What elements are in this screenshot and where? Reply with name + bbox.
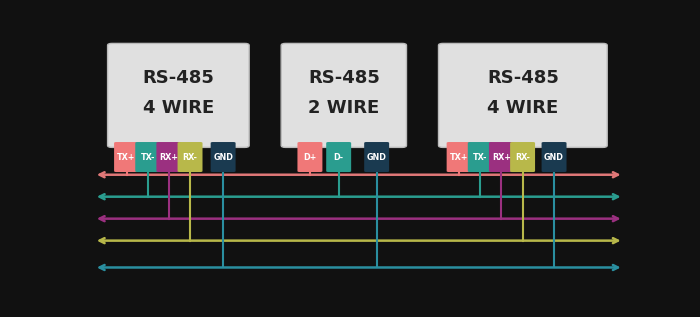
Text: D+: D+ [303,152,316,162]
FancyBboxPatch shape [298,142,323,172]
Text: RX-: RX- [183,152,197,162]
FancyBboxPatch shape [326,142,351,172]
Text: RX+: RX+ [492,152,511,162]
Text: RX+: RX+ [160,152,178,162]
Text: RX-: RX- [515,152,530,162]
FancyBboxPatch shape [364,142,389,172]
Text: 4 WIRE: 4 WIRE [143,99,214,117]
Text: RS-485: RS-485 [308,69,380,87]
Text: GND: GND [367,152,386,162]
Text: D-: D- [334,152,344,162]
FancyBboxPatch shape [438,43,607,147]
Text: 4 WIRE: 4 WIRE [487,99,559,117]
FancyBboxPatch shape [510,142,535,172]
Text: GND: GND [544,152,564,162]
FancyBboxPatch shape [211,142,236,172]
Text: TX+: TX+ [118,152,136,162]
Text: RS-485: RS-485 [142,69,214,87]
FancyBboxPatch shape [135,142,160,172]
FancyBboxPatch shape [178,142,202,172]
Text: TX-: TX- [473,152,487,162]
Text: TX+: TX+ [450,152,468,162]
FancyBboxPatch shape [489,142,514,172]
FancyBboxPatch shape [447,142,472,172]
Text: GND: GND [214,152,233,162]
FancyBboxPatch shape [281,43,407,147]
Text: RS-485: RS-485 [487,69,559,87]
FancyBboxPatch shape [156,142,181,172]
FancyBboxPatch shape [108,43,249,147]
Text: TX-: TX- [141,152,155,162]
FancyBboxPatch shape [114,142,139,172]
FancyBboxPatch shape [468,142,493,172]
FancyBboxPatch shape [542,142,566,172]
Text: 2 WIRE: 2 WIRE [308,99,379,117]
